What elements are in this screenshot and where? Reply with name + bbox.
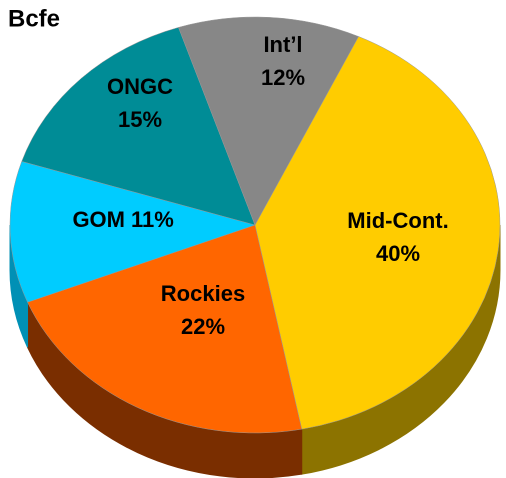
value-label: 15% [118,107,162,132]
slice-label: Int’l [263,32,302,57]
slice [178,16,359,226]
slice [21,27,256,226]
slice [254,36,501,430]
slice-label: Mid-Cont. [347,208,448,233]
slice [27,224,303,434]
value-label: 40% [376,241,420,266]
chart-title: Bcfe [8,5,60,32]
value-label: 12% [261,65,305,90]
slice-label: Rockies [161,281,245,306]
slice-label: GOM [72,207,125,232]
value-label: 11% [131,207,174,232]
slice [9,161,256,303]
value-label: 22% [181,314,225,339]
tops [9,16,501,434]
slice-label: ONGC [107,74,173,99]
